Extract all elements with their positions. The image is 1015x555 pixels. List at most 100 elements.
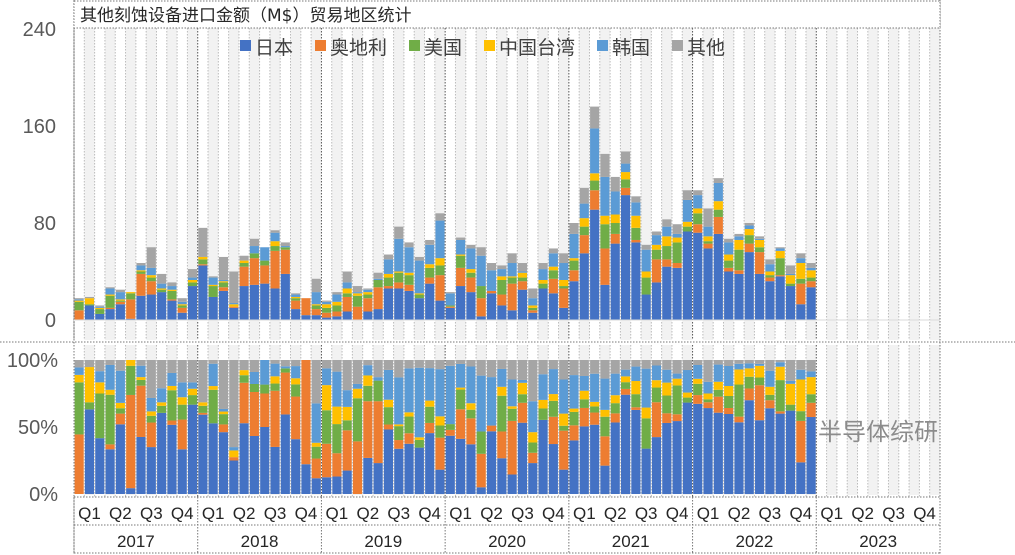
pct-segment-4: [796, 369, 806, 380]
pct-segment-4: [363, 365, 373, 376]
bar-segment-0: [497, 305, 507, 320]
bar-segment-3: [703, 236, 713, 242]
pct-segment-2: [744, 376, 754, 389]
pct-segment-2: [734, 384, 744, 417]
y-axis-ticks: 0 80 160 240 0% 50% 100%: [7, 19, 58, 506]
top-stacked-bars: [74, 106, 816, 320]
pct-segment-1: [651, 402, 662, 438]
bar-segment-0: [806, 287, 816, 320]
bar-segment-4: [322, 301, 332, 305]
bar-segment-3: [734, 239, 744, 250]
bar-segment-0: [394, 288, 404, 320]
pct-segment-4: [538, 374, 548, 400]
bar-segment-2: [703, 241, 713, 244]
pct-segment-5: [651, 360, 662, 366]
bar-segment-0: [414, 298, 424, 320]
pct-segment-0: [105, 449, 115, 494]
pct-segment-5: [208, 360, 218, 364]
bar-segment-4: [662, 226, 672, 237]
pct-segment-0: [775, 413, 785, 494]
pct-segment-0: [590, 424, 600, 494]
bar-segment-3: [352, 293, 363, 296]
pct-segment-2: [157, 405, 167, 413]
pct-segment-1: [621, 388, 631, 395]
pct-segment-5: [136, 360, 146, 366]
bar-segment-1: [497, 294, 507, 306]
pct-segment-5: [579, 360, 589, 376]
bar-segment-1: [456, 267, 466, 287]
bar-segment-1: [486, 290, 497, 294]
bar-segment-3: [342, 288, 352, 294]
bar-segment-4: [796, 258, 806, 264]
bar-segment-4: [569, 233, 579, 259]
pct-segment-4: [755, 363, 765, 366]
pct-segment-3: [167, 385, 177, 391]
pct-segment-5: [476, 360, 486, 376]
pct-segment-1: [476, 453, 486, 488]
pct-segment-5: [249, 360, 259, 372]
bar-segment-2: [115, 300, 125, 302]
pct-segment-1: [713, 396, 723, 413]
pct-segment-4: [765, 370, 775, 387]
pct-segment-4: [280, 366, 290, 369]
bar-segment-2: [744, 235, 754, 244]
pct-segment-3: [177, 397, 187, 405]
bar-segment-1: [105, 307, 115, 310]
column-stripe: [228, 28, 239, 340]
pct-segment-3: [600, 409, 610, 417]
bar-segment-1: [548, 278, 558, 294]
quarter-label: Q4: [418, 504, 441, 523]
bar-segment-0: [239, 286, 249, 320]
pct-segment-2: [682, 397, 692, 403]
bar-segment-0: [404, 290, 414, 320]
bar-segment-0: [559, 307, 569, 320]
bar-segment-1: [383, 286, 393, 289]
pct-segment-0: [476, 487, 486, 494]
quarter-label: Q3: [635, 504, 658, 523]
bar-segment-4: [600, 176, 610, 216]
pct-segment-4: [188, 382, 198, 389]
pct-segment-1: [74, 434, 84, 494]
pct-segment-0: [311, 478, 321, 494]
pct-segment-5: [765, 360, 775, 371]
pct-segment-1: [218, 424, 229, 433]
pct-segment-2: [280, 368, 290, 373]
watermark: 半导体综研: [818, 418, 938, 446]
bar-segment-4: [538, 269, 548, 280]
bar-segment-5: [373, 272, 383, 279]
bar-segment-5: [775, 247, 785, 249]
pct-segment-1: [373, 401, 383, 464]
bar-segment-4: [157, 283, 167, 289]
bar-segment-2: [631, 227, 641, 240]
bar-segment-1: [311, 309, 321, 316]
bar-segment-0: [188, 286, 198, 320]
bar-segment-2: [322, 307, 332, 313]
bar-segment-1: [569, 270, 579, 282]
pct-segment-3: [322, 385, 332, 411]
pct-segment-2: [631, 394, 641, 408]
pct-segment-5: [363, 360, 373, 366]
column-stripe: [537, 28, 549, 340]
bar-segment-1: [528, 310, 538, 313]
bar-segment-0: [301, 315, 311, 320]
pct-segment-2: [167, 390, 177, 421]
pct-segment-0: [342, 470, 352, 494]
bar-segment-5: [167, 282, 177, 287]
pct-segment-0: [703, 408, 713, 494]
pct-segment-4: [218, 408, 229, 412]
pct-segment-2: [146, 415, 156, 423]
bar-segment-5: [651, 231, 662, 236]
bar-segment-5: [610, 176, 620, 192]
pct-segment-2: [414, 439, 424, 448]
pct-segment-0: [404, 443, 414, 494]
pct-segment-2: [394, 426, 404, 441]
bar-segment-4: [713, 182, 723, 202]
bar-segment-4: [445, 293, 455, 306]
bar-segment-0: [662, 266, 672, 320]
column-stripe: [764, 28, 776, 340]
pct-segment-0: [456, 438, 466, 494]
pct-segment-4: [507, 379, 517, 407]
bar-segment-4: [352, 292, 363, 294]
bar-segment-3: [115, 299, 125, 301]
bar-segment-3: [332, 301, 342, 306]
